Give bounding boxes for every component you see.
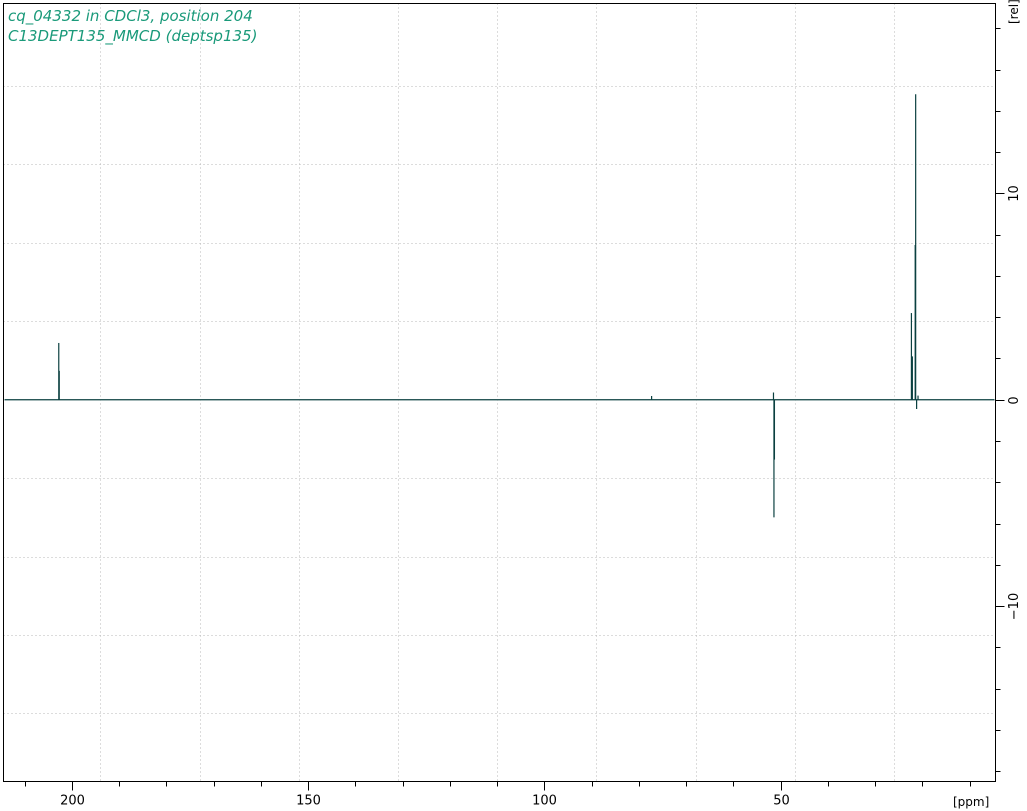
y-tick-label: −10: [1007, 593, 1022, 620]
grid-layer: [3, 3, 996, 782]
x-tick-label: 200: [60, 794, 85, 809]
spectrum-subtitle: C13DEPT135_MMCD (deptsp135): [8, 27, 257, 46]
y-axis-unit-label: [rel]: [1007, 0, 1021, 24]
x-tick-label: 100: [532, 794, 557, 809]
y-tick-label: 0: [1007, 396, 1022, 404]
x-tick-label: 50: [773, 794, 790, 809]
x-axis-unit-label: [ppm]: [953, 795, 989, 809]
spectrum-title: cq_04332 in CDCl3, position 204: [8, 7, 253, 26]
x-tick-label: 150: [296, 794, 321, 809]
y-axis: 10 0 −10: [995, 28, 1022, 772]
plot-frame: [3, 3, 996, 782]
x-axis: 200 150 100 50: [25, 781, 971, 809]
y-tick-label: 10: [1007, 185, 1022, 202]
trace-layer: [4, 94, 995, 518]
